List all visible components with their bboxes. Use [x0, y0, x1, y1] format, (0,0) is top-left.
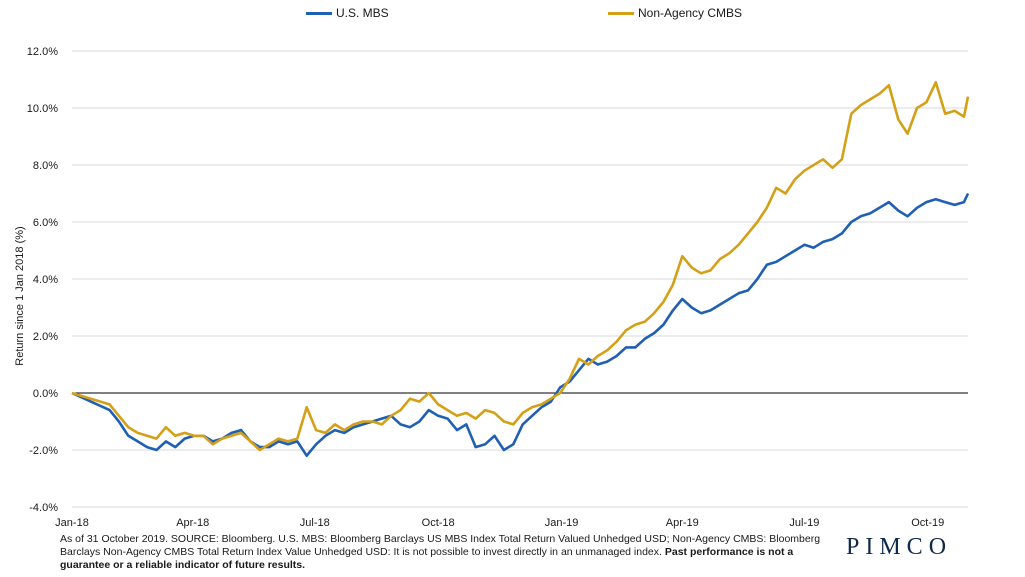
legend: U.S. MBS Non-Agency CMBS — [0, 6, 1025, 26]
y-tick-label: 4.0% — [33, 274, 58, 286]
footnote-disclaimer: Past performance is not a guarantee or a… — [60, 546, 794, 571]
series-line-non-agency-cmbs — [71, 81, 970, 452]
legend-swatch-us-mbs — [306, 11, 332, 15]
y-tick-label: 2.0% — [33, 331, 58, 343]
legend-label-non-agency-cmbs: Non-Agency CMBS — [638, 6, 743, 20]
x-tick-label: Jan-18 — [55, 517, 89, 529]
series-line-us-mbs — [71, 192, 970, 457]
y-tick-label: -4.0% — [29, 502, 58, 514]
legend-label-us-mbs: U.S. MBS — [336, 6, 389, 20]
y-tick-label: -2.0% — [29, 445, 58, 457]
y-tick-label: 10.0% — [27, 103, 58, 115]
x-tick-label: Oct-18 — [422, 517, 455, 529]
y-tick-label: 6.0% — [33, 217, 58, 229]
legend-swatch-non-agency-cmbs — [608, 11, 634, 15]
y-tick-label: 8.0% — [33, 160, 58, 172]
x-tick-label: Jul-18 — [300, 517, 330, 529]
y-axis-label: Return since 1 Jan 2018 (%) — [14, 226, 26, 366]
legend-item-non-agency-cmbs: Non-Agency CMBS — [608, 6, 742, 20]
source-footnote: As of 31 October 2019. SOURCE: Bloomberg… — [60, 533, 830, 572]
x-tick-label: Jan-19 — [545, 517, 579, 529]
x-tick-label: Oct-19 — [911, 517, 944, 529]
legend-item-us-mbs: U.S. MBS — [306, 6, 389, 20]
x-tick-label: Apr-18 — [176, 517, 209, 529]
x-tick-label: Apr-19 — [666, 517, 699, 529]
y-tick-label: 0.0% — [33, 388, 58, 400]
footnote-text: As of 31 October 2019. SOURCE: Bloomberg… — [60, 533, 821, 558]
pimco-logo: PIMCO — [846, 534, 953, 560]
x-tick-label: Jul-19 — [789, 517, 819, 529]
y-tick-label: 12.0% — [27, 46, 58, 58]
